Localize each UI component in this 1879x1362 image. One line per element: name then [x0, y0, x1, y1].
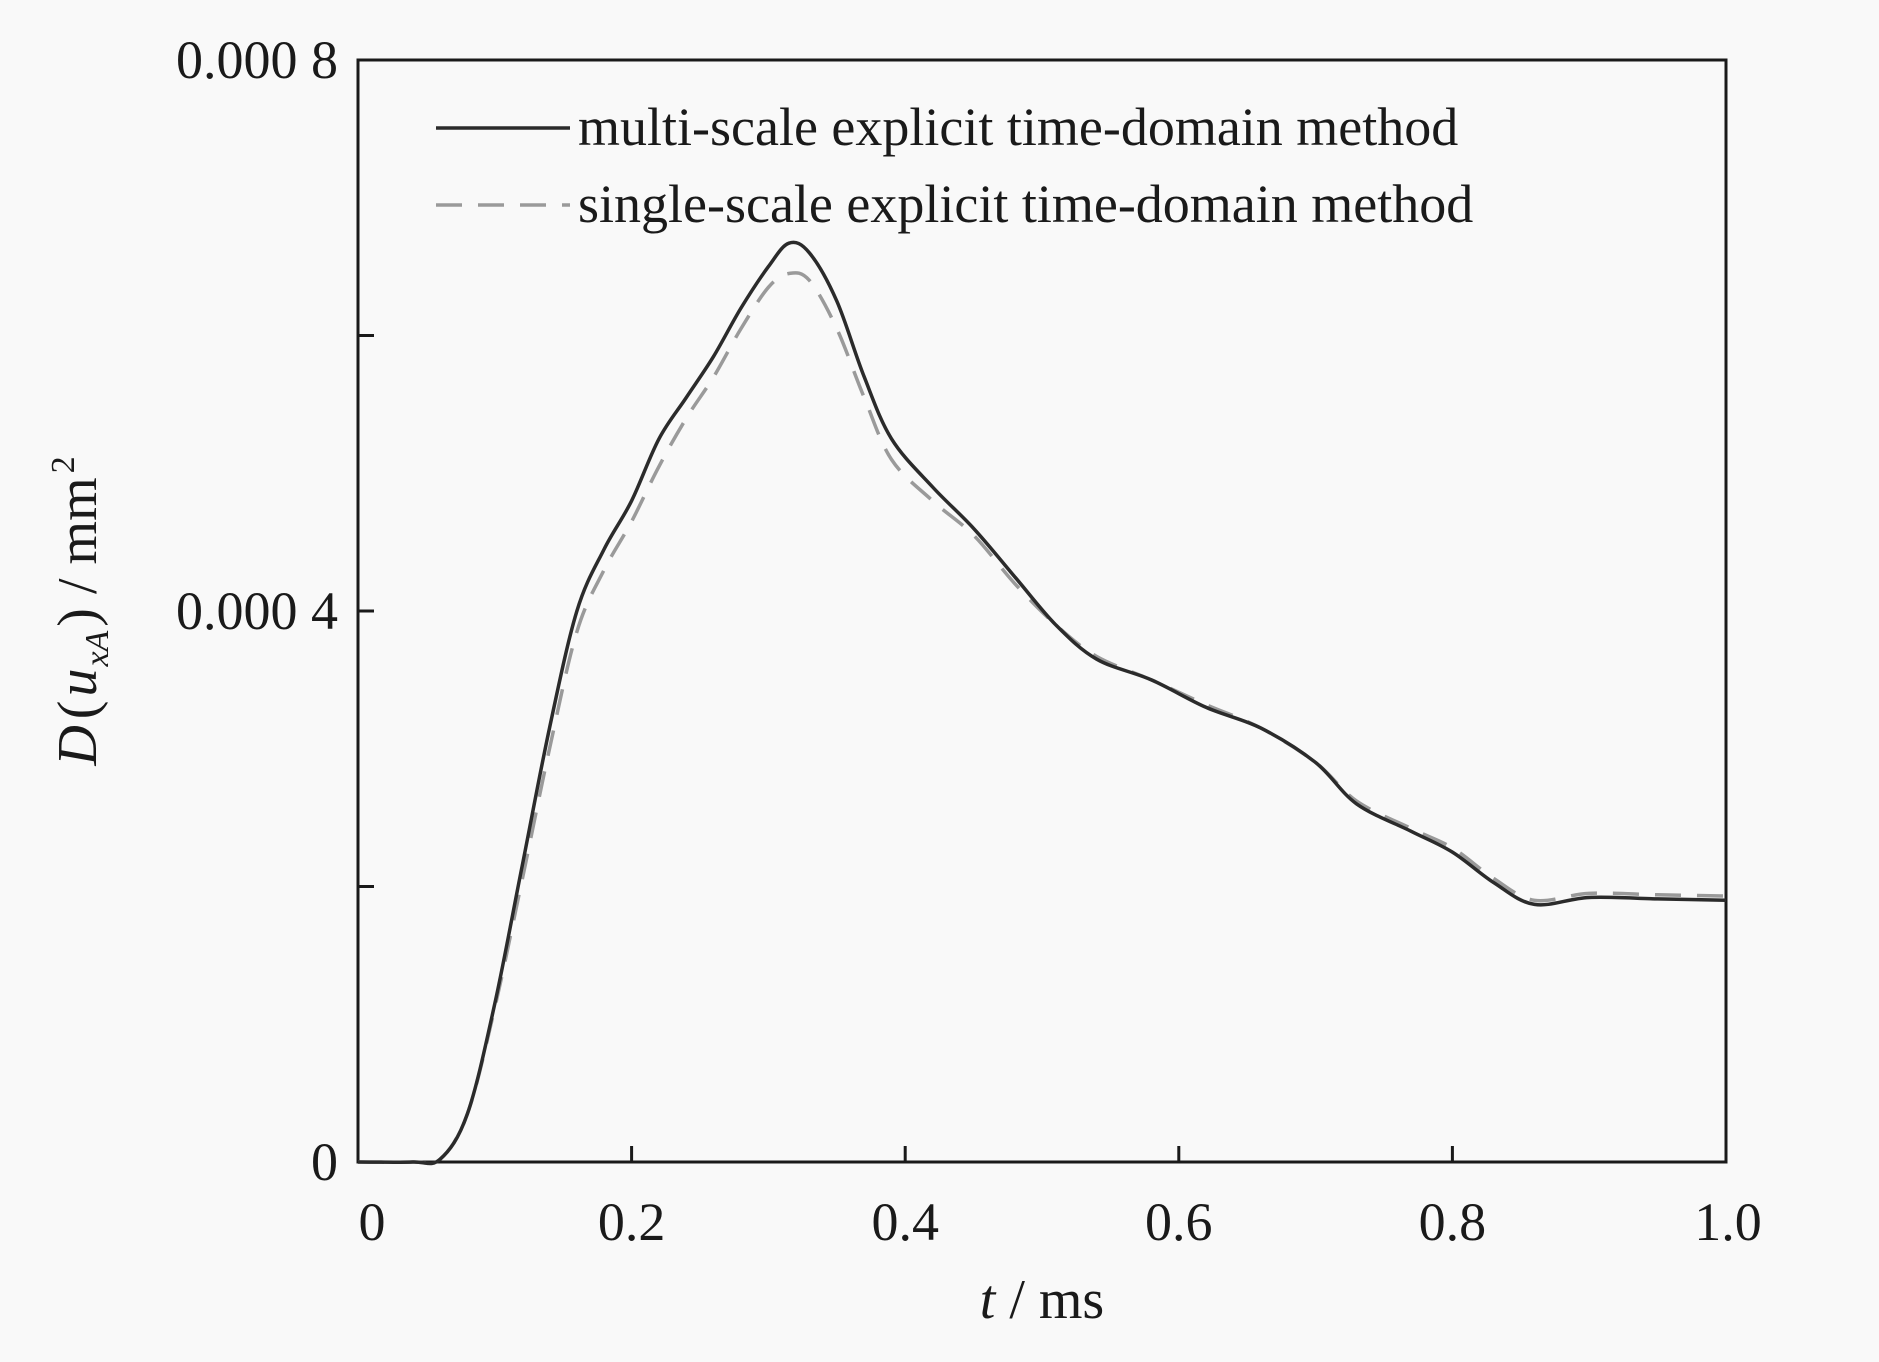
y-axis-label: D ( uxA) / mm 2	[45, 456, 116, 766]
series-line-multi-scale	[357, 240, 1727, 1166]
legend-label: single-scale explicit time-domain method	[578, 174, 1473, 234]
x-axis-variable: t	[980, 1269, 997, 1331]
y-axis: 0 0.000 4 0.000 8	[176, 30, 374, 1192]
x-tick-label: 0.6	[1145, 1192, 1213, 1252]
series-line-single-scale	[357, 271, 1727, 1166]
legend-label: multi-scale explicit time-domain method	[578, 97, 1458, 157]
x-tick-label: 0.2	[598, 1192, 666, 1252]
y-tick-label: 0.000 4	[176, 581, 338, 641]
y-axis-open-paren: (	[47, 701, 109, 720]
x-axis-label: t / ms	[980, 1269, 1104, 1331]
y-tick-label: 0.000 8	[176, 30, 338, 90]
y-axis-subscript: xA	[79, 630, 116, 667]
legend: multi-scale explicit time-domain method s…	[436, 97, 1473, 234]
y-axis-superscript: 2	[45, 456, 82, 473]
y-axis-variable: D	[47, 725, 109, 766]
x-tick-label: 0.4	[871, 1192, 939, 1252]
y-tick-label: 0	[311, 1132, 338, 1192]
x-tick-label: 0.8	[1419, 1192, 1487, 1252]
x-tick-label: 0	[359, 1192, 386, 1252]
y-axis-inner-variable: u	[47, 669, 109, 697]
y-axis-unit: / mm	[47, 477, 109, 608]
x-axis-unit: / ms	[995, 1269, 1104, 1331]
x-axis: 0 0.2 0.4 0.6 0.8 1.0	[356, 1146, 1762, 1252]
x-tick-label: 1.0	[1694, 1192, 1762, 1252]
series-layer	[357, 240, 1727, 1166]
y-axis-close-paren: )	[47, 608, 109, 627]
